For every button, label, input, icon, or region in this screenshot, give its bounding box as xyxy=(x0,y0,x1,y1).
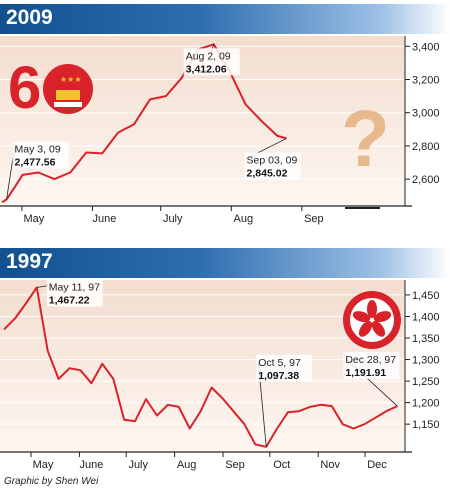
y-tick-label: 1,250 xyxy=(412,376,440,388)
svg-text:★★★: ★★★ xyxy=(60,75,82,84)
annotation-box xyxy=(256,354,313,382)
annotation-date: Oct 5, 97 xyxy=(258,357,301,369)
annotation-date: May 3, 09 xyxy=(15,143,61,155)
series-line xyxy=(1,43,287,204)
chart-panel-1997: 1997 1,150 1,200 1,250 1,300 1,350 1,400 1,450… xyxy=(0,248,450,473)
annotation-value: 1,467.22 xyxy=(49,295,90,307)
question-mark-glyph: ? xyxy=(341,94,390,183)
annotation-value: 2,477.56 xyxy=(15,156,56,168)
annotation-box xyxy=(244,152,301,180)
annotation-value: 1,097.38 xyxy=(258,370,299,382)
x-tick-label: Oct xyxy=(273,459,290,471)
x-tick-label: June xyxy=(79,459,103,471)
chart-header-1997: 1997 xyxy=(0,248,450,278)
x-tick-label: Sep xyxy=(225,459,245,471)
y-tick-label: 2,600 xyxy=(412,174,440,186)
y-tick-label: 1,400 xyxy=(412,311,440,323)
y-tick-label: 3,000 xyxy=(412,108,440,120)
anniversary-60-logo: 6 ★★★ xyxy=(8,54,93,121)
annotation-box xyxy=(343,352,400,380)
x-tick-label: May xyxy=(33,459,54,471)
annotation-date: May 11, 97 xyxy=(49,282,100,294)
x-tick-label: July xyxy=(128,459,148,471)
chart-panel-2009: 2009 2,600 2,800 3,000 3,200 3,400 May June Jul… xyxy=(0,4,450,230)
x-tick-label: Aug xyxy=(234,213,254,225)
y-tick-label: 1,200 xyxy=(412,398,440,410)
y-tick-label: 3,200 xyxy=(412,75,440,87)
line-chart-2009: 2,600 2,800 3,000 3,200 3,400 May June July Aug S… xyxy=(0,36,440,225)
annotation-value: 3,412.06 xyxy=(186,63,227,75)
x-tick-label: Dec xyxy=(367,459,387,471)
y-tick-label: 1,300 xyxy=(412,355,440,367)
annotation-date: Aug 2, 09 xyxy=(186,50,231,62)
y-tick-label: 1,150 xyxy=(412,419,440,431)
annotation-value: 2,845.02 xyxy=(247,167,288,179)
x-tick-label: May xyxy=(23,213,44,225)
x-tick-label: Sep xyxy=(304,213,324,225)
series-line xyxy=(3,286,398,448)
annotation-date: Sep 03, 09 xyxy=(247,154,298,166)
y-tick-label: 3,400 xyxy=(412,41,440,53)
hong-kong-emblem xyxy=(343,291,401,349)
annotation-value: 1,191.91 xyxy=(345,367,386,379)
y-tick-label: 1,450 xyxy=(412,290,440,302)
plot-area xyxy=(0,280,405,452)
graphic-credit: Graphic by Shen Wei xyxy=(4,476,99,487)
annotation-box xyxy=(12,141,69,169)
annotation-date: Dec 28, 97 xyxy=(345,354,396,366)
svg-text:6: 6 xyxy=(8,54,41,121)
x-tick-label: June xyxy=(93,213,117,225)
line-chart-1997: 1,150 1,200 1,250 1,300 1,350 1,400 1,450 May Ju… xyxy=(0,279,440,471)
annotation-box xyxy=(46,279,103,307)
chart-header-2009: 2009 xyxy=(0,4,450,34)
y-tick-label: 1,350 xyxy=(412,333,440,345)
x-tick-label: Aug xyxy=(177,459,197,471)
x-tick-label: Nov xyxy=(320,459,340,471)
annotation-box xyxy=(183,48,240,76)
y-tick-label: 2,800 xyxy=(412,141,440,153)
chart-title: 1997 xyxy=(6,250,53,273)
chart-title: 2009 xyxy=(6,6,53,29)
x-tick-label: July xyxy=(163,213,183,225)
